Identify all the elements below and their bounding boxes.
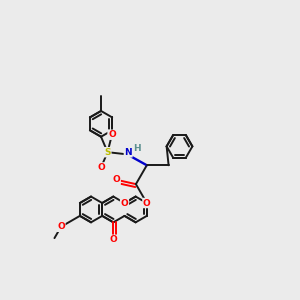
Text: S: S [104, 148, 111, 157]
Text: O: O [108, 130, 116, 139]
Text: O: O [112, 175, 120, 184]
Text: O: O [110, 235, 117, 244]
Text: O: O [57, 222, 65, 231]
Text: H: H [133, 144, 141, 153]
Text: N: N [124, 148, 132, 157]
Text: O: O [121, 199, 128, 208]
Text: O: O [97, 163, 105, 172]
Text: O: O [143, 199, 151, 208]
